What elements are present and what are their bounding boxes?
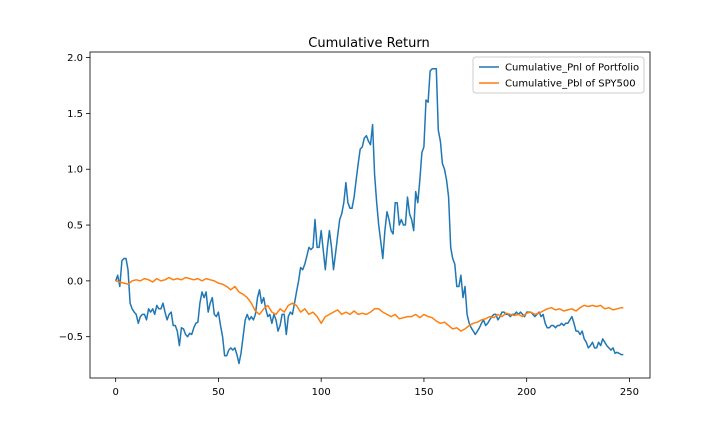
x-tick-label: 50	[212, 387, 225, 398]
legend-box	[472, 56, 645, 94]
x-tick-label: 250	[620, 387, 639, 398]
legend-label: Cumulative_Pnl of Portfolio	[505, 63, 639, 74]
legend-label: Cumulative_Pbl of SPY500	[505, 79, 636, 90]
x-tick-label: 0	[113, 387, 119, 398]
y-tick-label: 1.5	[67, 109, 83, 120]
y-tick-label: 0.5	[67, 221, 83, 232]
legend: Cumulative_Pnl of Portfolio Cumulative_Pb…	[472, 56, 645, 94]
x-axis: 0 50 100 150 200 250	[113, 378, 639, 398]
chart-title: Cumulative Return	[308, 36, 429, 51]
series-layer	[114, 67, 624, 365]
series-line-1	[114, 67, 624, 365]
x-tick-label: 200	[517, 387, 536, 398]
series-line-2	[115, 276, 624, 332]
plot-area	[89, 51, 651, 379]
x-tick-label: 150	[414, 387, 433, 398]
plot-frame	[89, 51, 651, 379]
y-tick-label: −0.5	[59, 332, 83, 343]
y-tick-label: 2.0	[67, 53, 83, 64]
x-tick-label: 100	[312, 387, 331, 398]
y-axis: −0.5 0.0 0.5 1.0 1.5 2.0	[59, 53, 90, 343]
y-tick-label: 1.0	[67, 165, 83, 176]
y-tick-label: 0.0	[67, 276, 83, 287]
